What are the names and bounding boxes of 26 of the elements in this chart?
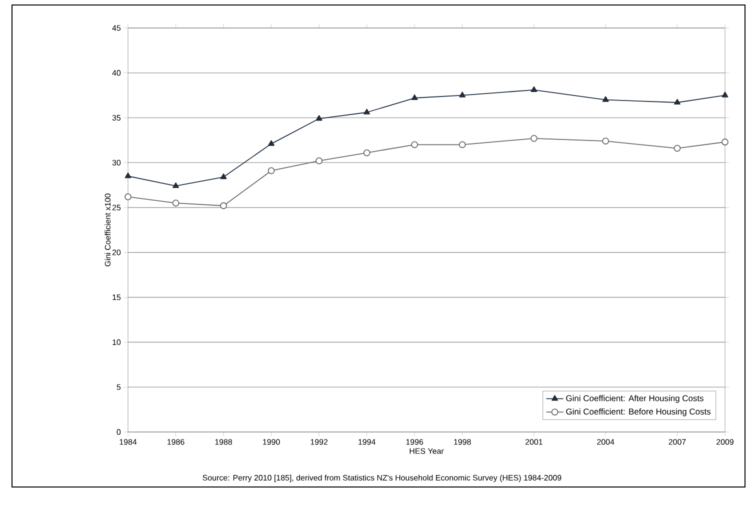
point — [722, 138, 728, 146]
point — [124, 172, 132, 178]
point — [220, 173, 227, 180]
point — [530, 86, 538, 92]
point — [674, 98, 680, 105]
point — [602, 138, 610, 145]
point — [172, 200, 180, 206]
point — [722, 92, 728, 98]
point — [364, 108, 370, 114]
point — [316, 157, 322, 164]
point — [458, 141, 466, 148]
point — [411, 94, 418, 100]
point — [363, 149, 370, 156]
point — [411, 141, 418, 148]
point — [459, 92, 466, 98]
legend-label: Gini Coefficient: After Housing Costs — [566, 395, 704, 403]
point — [220, 202, 227, 210]
point — [530, 134, 538, 142]
legend-label: Gini Coefficient: Before Housing Costs — [566, 408, 711, 416]
point — [268, 140, 275, 146]
point — [674, 144, 681, 152]
point — [172, 182, 179, 188]
point — [316, 115, 322, 121]
point — [268, 167, 275, 174]
point — [124, 193, 132, 200]
point — [602, 96, 609, 102]
